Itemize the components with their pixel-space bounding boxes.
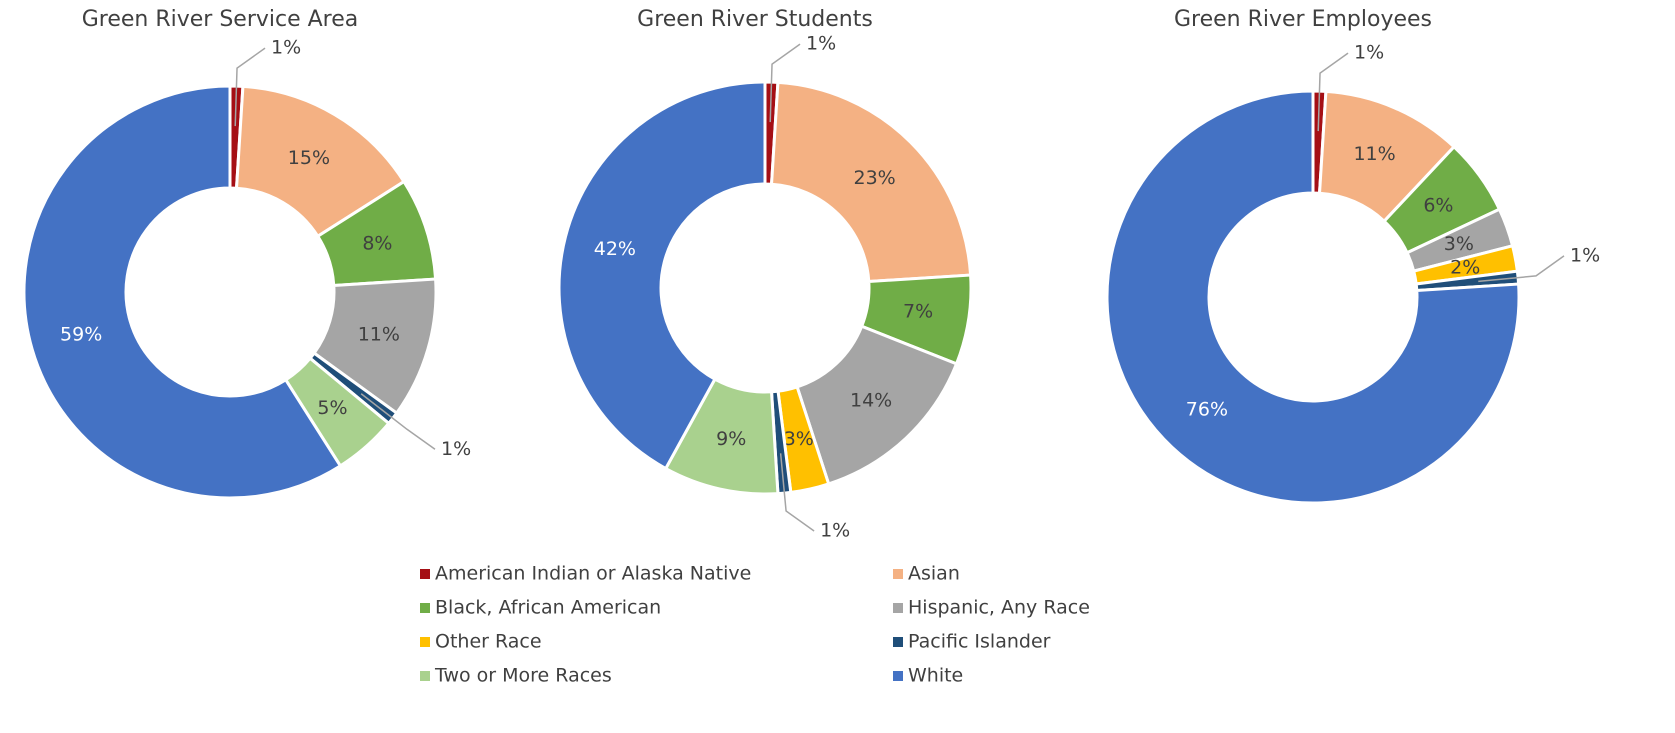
data-label: 1% — [441, 438, 471, 460]
leader-line — [769, 43, 801, 123]
leader-line — [360, 393, 436, 450]
data-label: 2% — [1450, 256, 1480, 278]
data-label: 1% — [1570, 244, 1600, 266]
data-label: 9% — [716, 428, 746, 450]
legend-label: Black, African American — [435, 597, 661, 619]
leader-line — [779, 453, 815, 532]
data-label: 1% — [1354, 42, 1384, 64]
legend-label: Asian — [908, 563, 960, 585]
data-label: 3% — [784, 428, 814, 450]
data-label: 23% — [853, 167, 895, 189]
data-label: 7% — [903, 301, 933, 323]
leader-line — [1478, 255, 1565, 283]
slice — [234, 84, 407, 239]
data-label: 59% — [60, 324, 102, 346]
legend-label: Other Race — [435, 631, 542, 653]
legend-label: Pacific Islander — [908, 631, 1051, 653]
legend-label: White — [908, 665, 963, 687]
slice — [22, 84, 343, 500]
data-label: 11% — [1353, 143, 1395, 165]
data-label: 5% — [317, 397, 347, 419]
data-label: 8% — [362, 233, 392, 255]
slice — [1105, 89, 1521, 505]
chart-title: Green River Students — [637, 7, 873, 32]
legend-swatch — [893, 603, 903, 613]
legend-swatch — [893, 671, 903, 681]
slice — [795, 324, 959, 486]
legend-label: Hispanic, Any Race — [908, 597, 1090, 619]
data-label: 3% — [1444, 233, 1474, 255]
legend-swatch — [893, 569, 903, 579]
data-label: 1% — [806, 33, 836, 55]
data-label: 1% — [271, 37, 301, 59]
legend-swatch — [893, 637, 903, 647]
data-label: 14% — [850, 389, 892, 411]
legend-swatch — [420, 569, 430, 579]
legend-label: American Indian or Alaska Native — [435, 563, 751, 585]
slice — [769, 80, 973, 284]
legend-label: Two or More Races — [434, 665, 612, 687]
slice — [557, 80, 767, 471]
data-label: 1% — [820, 520, 850, 542]
leader-line — [1317, 52, 1349, 132]
legend-swatch — [420, 603, 430, 613]
leader-line — [234, 47, 266, 127]
legend-swatch — [420, 637, 430, 647]
chart-title: Green River Service Area — [82, 7, 359, 32]
data-label: 15% — [288, 147, 330, 169]
data-label: 76% — [1186, 398, 1228, 420]
data-label: 6% — [1423, 194, 1453, 216]
chart-title: Green River Employees — [1174, 7, 1432, 32]
data-label: 42% — [594, 238, 636, 260]
data-label: 11% — [358, 324, 400, 346]
legend-swatch — [420, 671, 430, 681]
